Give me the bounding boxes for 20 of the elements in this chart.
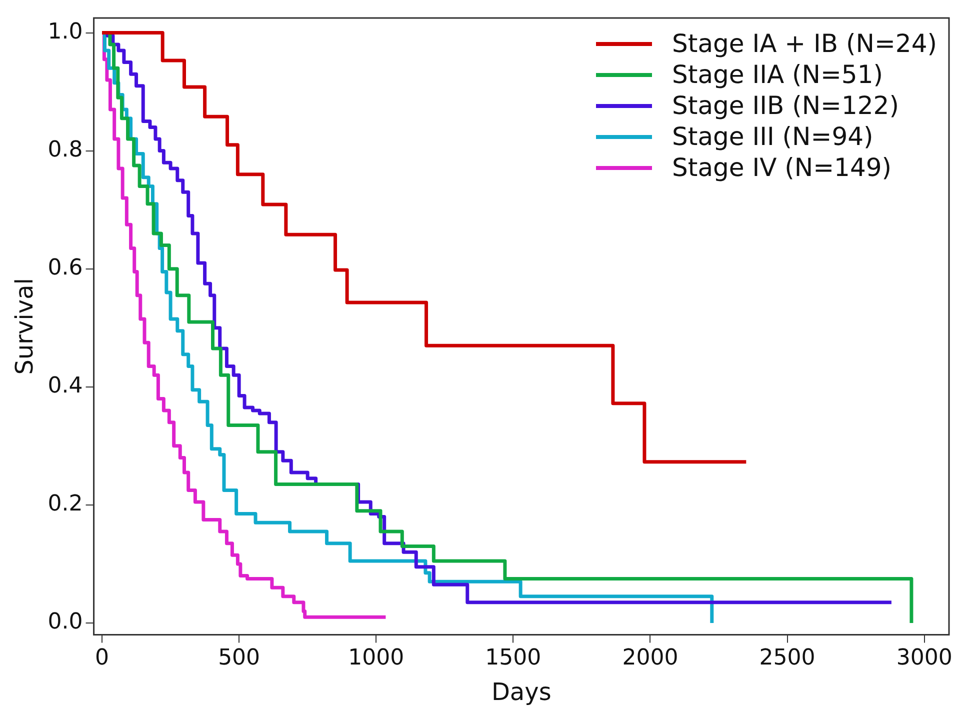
x-tick-label: 1000 [348,646,404,671]
y-tick-label: 1.0 [48,19,83,44]
x-axis-title: Days [491,678,552,706]
y-tick-label: 0.0 [48,610,83,635]
y-axis-title: Survival [10,278,39,375]
legend-label: Stage IV (N=149) [672,153,892,182]
y-tick-label: 0.6 [48,256,83,281]
y-tick-label: 0.8 [48,138,83,163]
legend-label: Stage IIA (N=51) [672,60,883,89]
legend-label: Stage IIB (N=122) [672,91,899,120]
x-tick-label: 500 [218,646,260,671]
legend-label: Stage III (N=94) [672,122,874,151]
legend-label: Stage IA + IB (N=24) [672,29,937,58]
x-tick-label: 2000 [622,646,678,671]
y-tick-label: 0.2 [48,492,83,517]
x-tick-label: 0 [95,646,110,671]
x-tick-label: 3000 [896,646,952,671]
x-tick-label: 2500 [759,646,816,671]
x-tick-label: 1500 [485,646,542,671]
y-tick-label: 0.4 [48,374,83,399]
